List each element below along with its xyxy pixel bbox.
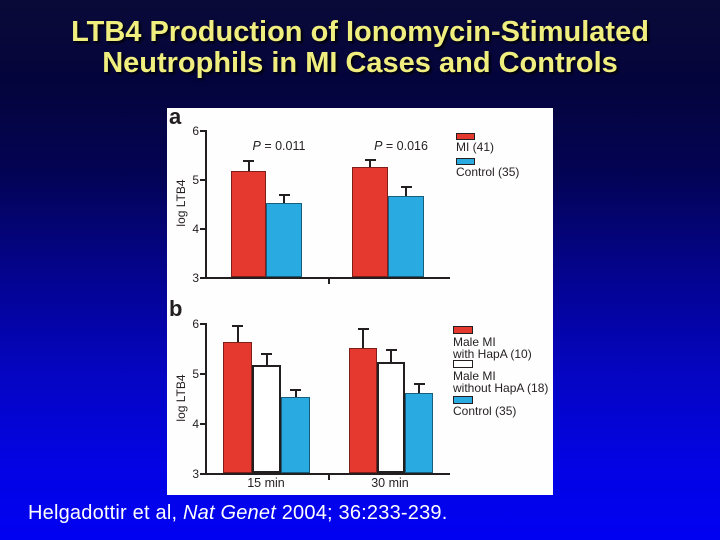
error-bar-stem (247, 159, 250, 171)
error-bar-cap (364, 159, 376, 162)
error-bar-stem (369, 159, 371, 168)
legend-swatch (456, 158, 475, 165)
bar-b (377, 361, 405, 473)
y-tick-label-a: 4 (192, 222, 199, 236)
x-axis-line-a (205, 277, 450, 279)
x-category-label: 30 min (371, 476, 409, 490)
y-tick-a (200, 179, 205, 181)
bar-b (223, 342, 252, 473)
error-bar-cap (278, 194, 290, 197)
p-value-label: P = 0.016 (374, 139, 428, 153)
error-bar-stem (390, 349, 392, 362)
x-category-label: 15 min (247, 476, 285, 490)
legend-label: without HapA (18) (453, 381, 549, 395)
error-bar-cap (290, 388, 301, 391)
bar-b (405, 392, 433, 473)
y-tick-label-b: 4 (192, 417, 199, 431)
legend-swatch (453, 396, 473, 404)
bar-b (281, 397, 310, 473)
bar-a (231, 170, 266, 277)
y-axis-line-b (205, 323, 207, 475)
error-bar-stem (418, 383, 420, 393)
citation-journal: Nat Genet (183, 502, 276, 524)
y-tick-b (200, 473, 205, 475)
error-bar-cap (261, 352, 272, 355)
bar-b (349, 347, 377, 473)
error-bar-stem (294, 388, 297, 397)
y-tick-label-b: 5 (192, 367, 199, 381)
bar-a (388, 196, 424, 277)
y-tick-a (200, 277, 205, 279)
error-bar-cap (385, 349, 397, 351)
legend-swatch (453, 326, 473, 334)
legend-label: Male MI (453, 369, 496, 383)
error-bar-stem (236, 325, 239, 342)
y-tick-b (200, 373, 205, 375)
slide-title-line-2: Neutrophils in MI Cases and Controls (102, 47, 618, 79)
legend-label: Control (35) (453, 404, 517, 418)
panel-letter-a: a (169, 104, 182, 129)
bar-b (252, 365, 281, 473)
citation-authors: Helgadottir et al, (28, 502, 183, 524)
legend-label: with HapA (10) (453, 347, 532, 361)
y-tick-b (200, 423, 205, 425)
citation: Helgadottir et al, Nat Genet 2004; 36:23… (28, 502, 448, 525)
error-bar-cap (243, 159, 254, 162)
error-bar-stem (405, 186, 407, 197)
y-tick-label-b: 3 (192, 467, 199, 481)
x-axis-divider-tick-b (328, 473, 330, 480)
figure: a log LTB4 3 4 5 6 P = 0.011 P = 0.016 MI (41) Co… (167, 104, 553, 495)
p-value-label: P = 0.011 (252, 139, 306, 153)
legend-label: Control (35) (456, 165, 520, 179)
error-bar-cap (357, 328, 369, 330)
legend-swatch (453, 360, 473, 368)
y-axis-line-a (205, 130, 207, 279)
error-bar-cap (232, 325, 243, 327)
bar-a (266, 202, 302, 277)
error-bar-stem (362, 328, 364, 348)
y-tick-label-a: 5 (192, 173, 199, 187)
legend-label: MI (41) (456, 140, 495, 154)
y-tick-a (200, 130, 205, 132)
error-bar-cap (413, 383, 425, 385)
slide-title: LTB4 Production of Ionomycin-Stimulated … (0, 17, 720, 79)
error-bar-stem (265, 352, 268, 365)
y-tick-label-b: 6 (192, 317, 199, 331)
error-bar-cap (400, 186, 412, 189)
slide-title-line-1: LTB4 Production of Ionomycin-Stimulated (71, 16, 649, 48)
panel-letter-b: b (169, 296, 183, 321)
error-bar-stem (283, 194, 285, 203)
citation-year-pages: 2004; 36:233-239. (275, 502, 448, 524)
bar-a (352, 167, 388, 277)
y-tick-a (200, 228, 205, 230)
y-tick-b (200, 323, 205, 325)
legend-swatch (456, 133, 475, 140)
y-tick-label-a: 3 (192, 271, 199, 285)
x-axis-divider-tick-a (328, 277, 330, 284)
x-axis-line-b (205, 473, 450, 475)
legend-label: Male MI (453, 335, 496, 349)
y-tick-label-a: 6 (192, 124, 199, 138)
